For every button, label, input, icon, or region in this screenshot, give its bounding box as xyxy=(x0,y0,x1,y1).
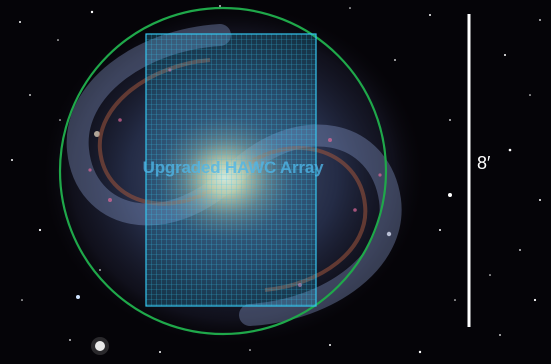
scale-label: 8′ xyxy=(477,153,491,173)
hawc-detector-array xyxy=(145,33,317,307)
instrument-field-circle xyxy=(58,6,388,336)
bright-stars xyxy=(76,131,452,355)
array-label: Upgraded HAWC Array xyxy=(142,158,324,177)
